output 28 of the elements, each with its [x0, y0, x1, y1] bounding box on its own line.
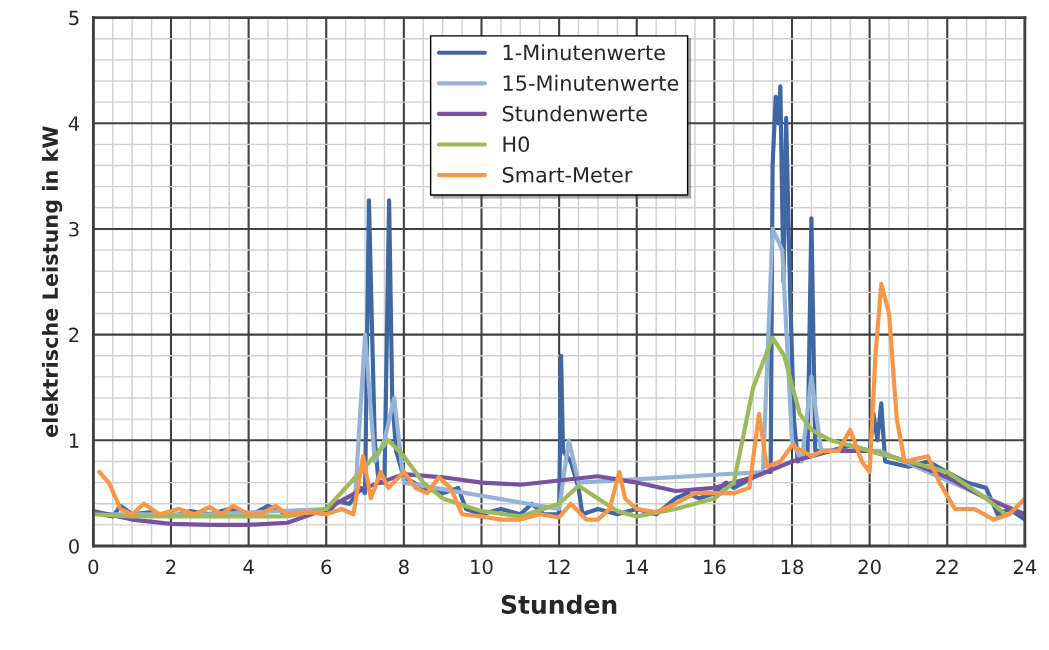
line-series	[97, 281, 1025, 522]
x-tick-label: 4	[243, 559, 254, 574]
y-tick-label: 0	[69, 538, 79, 554]
y-tick-label: 5	[69, 10, 79, 26]
x-tick-label: 24	[1013, 559, 1037, 574]
line-series	[93, 335, 1008, 519]
y-axis-title: elektrische Leistung in kW	[41, 126, 63, 438]
x-tick-label: 14	[626, 559, 649, 574]
x-tick-label: 8	[399, 559, 409, 575]
x-tick-label: 22	[936, 559, 958, 574]
x-tick-label: 16	[704, 559, 726, 575]
legend-label: 15-Minutenwerte	[503, 74, 679, 91]
x-tick-label: 2	[166, 559, 176, 574]
x-tick-label: 18	[781, 559, 804, 575]
x-tick-label: 0	[88, 559, 99, 575]
legend-label: H0	[503, 136, 530, 153]
x-tick-label: 10	[471, 559, 493, 575]
y-tick-label: 1	[69, 433, 79, 448]
legend-label: Smart-Meter	[502, 166, 633, 183]
legend-label: Stundenwerte	[502, 105, 647, 122]
x-tick-label: 12	[548, 559, 570, 574]
x-axis-title: Stunden	[501, 594, 617, 615]
x-tick-label: 20	[858, 559, 881, 575]
y-tick-label: 4	[68, 116, 80, 131]
x-tick-label: 6	[321, 559, 332, 575]
y-tick-label: 2	[69, 327, 79, 343]
legend-label: 1-Minutenwerte	[503, 44, 665, 61]
y-tick-label: 3	[69, 221, 79, 237]
